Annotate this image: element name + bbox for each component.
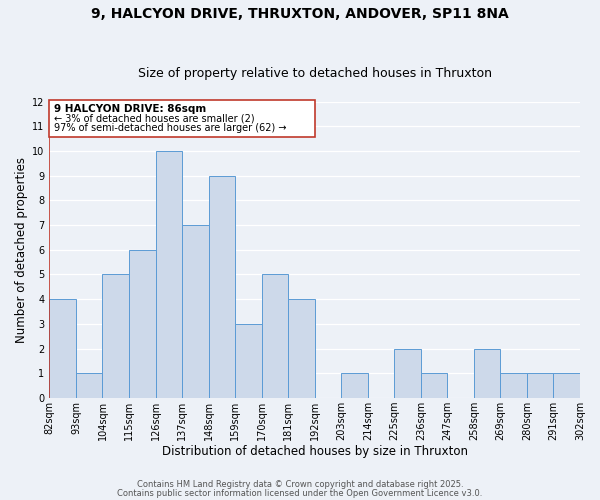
Bar xyxy=(262,274,288,398)
Bar xyxy=(474,348,500,398)
Bar xyxy=(235,324,262,398)
Text: 9, HALCYON DRIVE, THRUXTON, ANDOVER, SP11 8NA: 9, HALCYON DRIVE, THRUXTON, ANDOVER, SP1… xyxy=(91,8,509,22)
Bar xyxy=(553,374,580,398)
Bar xyxy=(49,299,76,398)
Text: Contains public sector information licensed under the Open Government Licence v3: Contains public sector information licen… xyxy=(118,488,482,498)
Bar xyxy=(527,374,553,398)
Y-axis label: Number of detached properties: Number of detached properties xyxy=(15,157,28,343)
Text: ← 3% of detached houses are smaller (2): ← 3% of detached houses are smaller (2) xyxy=(54,114,255,124)
Bar xyxy=(103,274,129,398)
Bar xyxy=(182,225,209,398)
Bar xyxy=(394,348,421,398)
Bar xyxy=(76,374,103,398)
Bar xyxy=(209,176,235,398)
Bar xyxy=(288,299,315,398)
Bar xyxy=(129,250,155,398)
Text: Contains HM Land Registry data © Crown copyright and database right 2025.: Contains HM Land Registry data © Crown c… xyxy=(137,480,463,489)
Bar xyxy=(155,151,182,398)
FancyBboxPatch shape xyxy=(49,100,315,138)
Bar xyxy=(500,374,527,398)
Bar xyxy=(421,374,448,398)
Text: 9 HALCYON DRIVE: 86sqm: 9 HALCYON DRIVE: 86sqm xyxy=(54,104,206,115)
X-axis label: Distribution of detached houses by size in Thruxton: Distribution of detached houses by size … xyxy=(162,444,468,458)
Text: 97% of semi-detached houses are larger (62) →: 97% of semi-detached houses are larger (… xyxy=(54,122,287,132)
Title: Size of property relative to detached houses in Thruxton: Size of property relative to detached ho… xyxy=(138,66,492,80)
Bar xyxy=(341,374,368,398)
